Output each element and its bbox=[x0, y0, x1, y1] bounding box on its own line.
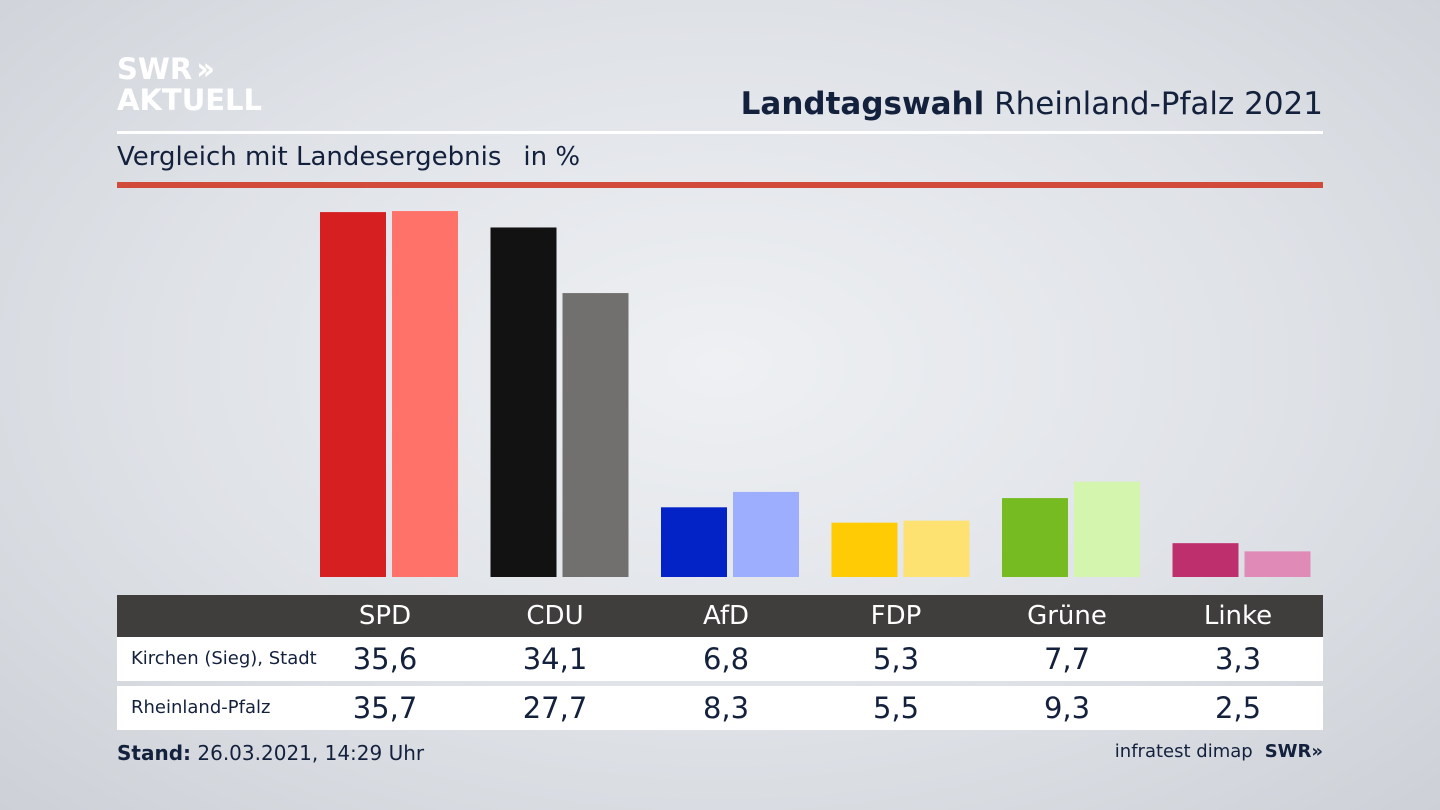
table-cell: 6,8 bbox=[702, 642, 750, 676]
source-credit: infratest dimap SWR» bbox=[1115, 741, 1323, 762]
swr-aktuell-logo: SWR ›› AKTUELL bbox=[117, 54, 262, 116]
table-cell: 34,1 bbox=[522, 642, 588, 676]
stand-value: 26.03.2021, 14:29 Uhr bbox=[197, 741, 425, 765]
source-text: infratest dimap bbox=[1114, 741, 1253, 762]
subtitle-divider bbox=[117, 182, 1323, 188]
bar-grne-series-1 bbox=[1002, 498, 1068, 577]
table-cell: 7,7 bbox=[1043, 642, 1091, 676]
chart-subtitle: Vergleich mit Landesergebnis in % bbox=[117, 142, 580, 172]
swr-brand-logo: SWR» bbox=[1264, 741, 1323, 762]
table-row: Kirchen (Sieg), Stadt 35,6 34,1 6,8 5,3 7,7 3… bbox=[117, 637, 1323, 681]
bar-grne-series-2 bbox=[1074, 481, 1140, 577]
row-label: Kirchen (Sieg), Stadt bbox=[131, 648, 317, 669]
bar-chart bbox=[320, 211, 1311, 577]
table-row: Rheinland-Pfalz 35,7 27,7 8,3 5,5 9,3 2,5 bbox=[117, 686, 1323, 730]
table-cell: 8,3 bbox=[702, 691, 750, 725]
column-header: CDU bbox=[526, 601, 584, 631]
bar-fdp-series-2 bbox=[903, 520, 970, 577]
table-cell: 5,3 bbox=[872, 642, 920, 676]
subtitle-text: Vergleich mit Landesergebnis bbox=[117, 142, 502, 172]
bar-spd-series-2 bbox=[392, 211, 458, 577]
table-cell: 35,6 bbox=[352, 642, 418, 676]
logo-line1: SWR bbox=[117, 52, 193, 86]
column-header: Linke bbox=[1203, 601, 1273, 631]
table-cell: 5,5 bbox=[872, 691, 920, 725]
bar-cdu-series-1 bbox=[490, 227, 557, 577]
row-label: Rheinland-Pfalz bbox=[131, 697, 271, 718]
column-header: SPD bbox=[358, 601, 412, 631]
bar-linke-series-2 bbox=[1244, 551, 1311, 577]
bar-afd-series-1 bbox=[661, 507, 727, 577]
bar-spd-series-1 bbox=[320, 212, 386, 577]
subtitle-unit: in % bbox=[523, 142, 581, 172]
stand-label: Stand: bbox=[117, 741, 192, 765]
title-bold: Landtagswahl bbox=[740, 86, 985, 122]
page-title: Landtagswahl Rheinland-Pfalz 2021 bbox=[741, 86, 1323, 122]
bar-linke-series-1 bbox=[1172, 543, 1239, 577]
column-header: Grüne bbox=[1027, 601, 1107, 631]
table-cell: 3,3 bbox=[1214, 642, 1262, 676]
table-cell: 2,5 bbox=[1214, 691, 1262, 725]
table-cell: 35,7 bbox=[352, 691, 418, 725]
column-header: AfD bbox=[702, 601, 750, 631]
title-divider bbox=[117, 131, 1323, 134]
title-rest: Rheinland-Pfalz 2021 bbox=[994, 86, 1323, 122]
table-cell: 27,7 bbox=[522, 691, 588, 725]
logo-line2: AKTUELL bbox=[117, 83, 263, 117]
bar-fdp-series-1 bbox=[831, 522, 898, 577]
timestamp: Stand: 26.03.2021, 14:29 Uhr bbox=[117, 741, 424, 765]
column-header: FDP bbox=[870, 601, 922, 631]
table-header: SPD CDU AfD FDP Grüne Linke bbox=[117, 595, 1323, 637]
bar-afd-series-2 bbox=[733, 491, 799, 577]
table-cell: 9,3 bbox=[1043, 691, 1091, 725]
bar-cdu-series-2 bbox=[562, 293, 629, 577]
results-table: SPD CDU AfD FDP Grüne Linke Kirchen (Sieg), S… bbox=[117, 595, 1323, 730]
